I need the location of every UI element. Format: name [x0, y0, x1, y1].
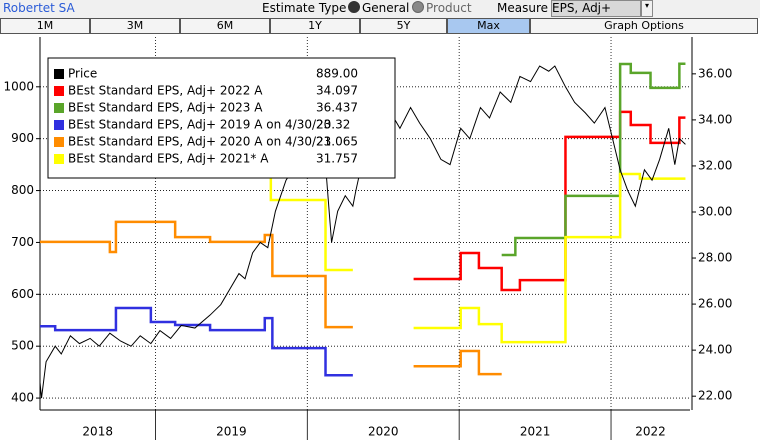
y-tick-label: 900: [11, 131, 34, 145]
x-tick-label: 2022: [635, 425, 666, 439]
y2-tick-label: 24.00: [698, 343, 732, 357]
legend-swatch: [54, 103, 64, 113]
measure-dropdown[interactable]: EPS, Adj+: [551, 0, 641, 17]
legend-swatch: [54, 120, 64, 130]
estimate-type-label: Estimate Type: [262, 1, 347, 15]
y2-tick-label: 28.00: [698, 251, 732, 265]
legend-swatch: [54, 69, 64, 79]
security-name: Robertet SA: [3, 1, 75, 15]
legend-label: BEst Standard EPS, Adj+ 2022 A: [68, 84, 263, 98]
legend-label: BEst Standard EPS, Adj+ 2019 A on 4/30/2…: [68, 118, 331, 132]
legend-box: [47, 57, 396, 179]
radio-label: Product: [426, 1, 472, 15]
legend-label: BEst Standard EPS, Adj+ 2020 A on 4/30/2…: [68, 135, 331, 149]
legend: Price 889.00 BEst Standard EPS, Adj+ 2022 …: [47, 57, 396, 179]
radio-product[interactable]: Product: [412, 1, 472, 15]
y-tick-label: 600: [11, 287, 34, 301]
legend-value: 36.437: [316, 101, 358, 115]
legend-value: 31.757: [316, 152, 358, 166]
legend-value: 23.32: [316, 118, 350, 132]
y2-tick-label: 22.00: [698, 389, 732, 403]
radio-general[interactable]: General: [348, 1, 409, 15]
legend-value: 34.097: [316, 84, 358, 98]
series-line: [40, 220, 502, 376]
range-button[interactable]: 1M: [0, 18, 90, 34]
y2-tick-label: 34.00: [698, 112, 732, 126]
legend-value: 889.00: [316, 67, 358, 81]
y-tick-label: 400: [11, 391, 34, 405]
range-button[interactable]: 3M: [90, 18, 180, 34]
radio-label: General: [362, 1, 410, 15]
series-line: [501, 62, 686, 257]
legend-swatch: [54, 154, 64, 164]
x-tick-label: 2018: [82, 425, 113, 439]
range-button[interactable]: 1Y: [270, 18, 360, 34]
x-tick-label: 2020: [368, 425, 399, 439]
y2-tick-label: 30.00: [698, 204, 732, 218]
x-tick-label: 2019: [216, 425, 247, 439]
y2-tick-label: 26.00: [698, 297, 732, 311]
range-buttons: 1M 3M 6M 1Y 5Y Max Graph Options: [0, 18, 760, 34]
legend-label: BEst Standard EPS, Adj+ 2021* A: [68, 152, 269, 166]
top-bar: Robertet SA Estimate Type General Produc…: [0, 0, 760, 18]
y2-tick-label: 36.00: [698, 66, 732, 80]
graph-options-button[interactable]: Graph Options: [530, 18, 758, 34]
range-button[interactable]: Max: [447, 18, 530, 34]
y-tick-label: 1000: [3, 79, 34, 93]
y-tick-label: 500: [11, 339, 34, 353]
series-line: [40, 306, 353, 377]
legend-swatch: [54, 86, 64, 96]
legend-swatch: [54, 137, 64, 147]
range-button[interactable]: 5Y: [360, 18, 447, 34]
y-tick-label: 700: [11, 235, 34, 249]
legend-value: 23.065: [316, 135, 358, 149]
legend-label: BEst Standard EPS, Adj+ 2023 A: [68, 101, 263, 115]
y-tick-label: 800: [11, 183, 34, 197]
y2-tick-label: 32.00: [698, 158, 732, 172]
dropdown-arrow[interactable]: ▾: [641, 0, 653, 17]
x-tick-label: 2021: [520, 425, 551, 439]
range-button[interactable]: 6M: [180, 18, 270, 34]
legend-label: Price: [68, 67, 97, 81]
measure-label: Measure: [497, 1, 548, 15]
